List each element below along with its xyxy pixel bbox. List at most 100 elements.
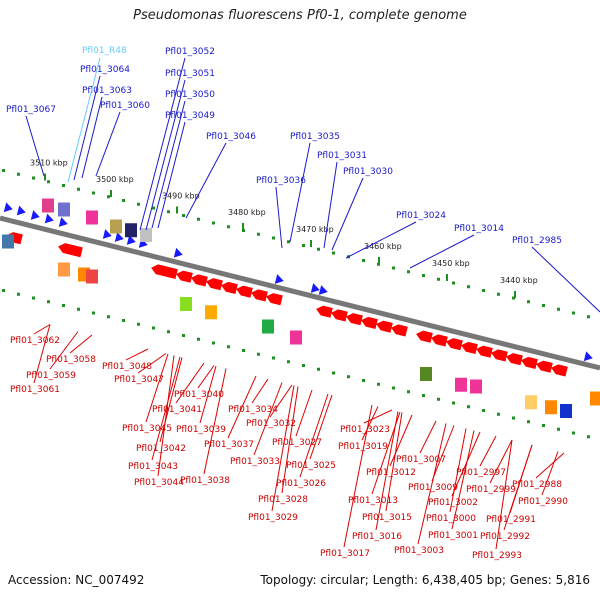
topology-label: Topology: circular; Length: 6,438,405 bp… [260, 573, 590, 587]
gene-leader-line [323, 161, 338, 249]
gene-label-reverse: Pfl01_3028 [258, 495, 308, 505]
gene-leader-line [449, 428, 467, 513]
tick-dot-lower [182, 334, 185, 337]
tick-dot-upper [557, 307, 560, 311]
tick-dot-lower [527, 420, 530, 424]
scale-tick-label: 3460 kbp [364, 242, 402, 251]
gene-leader-line [159, 357, 183, 443]
gene-leader-line [531, 246, 600, 313]
gene-leader-line [361, 406, 379, 441]
tick-dot-upper [167, 210, 170, 214]
reverse-gene-arrow [191, 274, 208, 287]
feature-block [455, 377, 467, 392]
gene-leader-line [479, 435, 497, 467]
gene-leader-line [281, 386, 299, 494]
gene-label-reverse: Pfl01_3038 [180, 476, 230, 486]
tick-dot-lower [242, 349, 245, 352]
feature-block [58, 262, 70, 277]
scale-tick-label: 3490 kbp [162, 192, 200, 201]
reverse-gene-arrow [221, 281, 238, 295]
tick-dot-upper [2, 169, 5, 172]
trna-leader-line [67, 57, 101, 183]
feature-block [205, 305, 217, 320]
tick-dot-lower [257, 352, 260, 356]
forward-gene-arrow [126, 235, 136, 245]
reverse-gene-arrow [346, 313, 363, 326]
reverse-gene-arrow [66, 245, 83, 258]
scale-tick-mark [176, 206, 178, 214]
gene-leader-line [139, 57, 186, 231]
gene-leader-line [251, 378, 269, 404]
tick-dot-lower [377, 382, 380, 386]
feature-block [420, 367, 432, 381]
reverse-gene-arrow [521, 356, 538, 370]
tick-dot-upper [542, 304, 545, 307]
gene-leader-line [309, 394, 333, 460]
tick-dot-upper [482, 289, 485, 292]
tick-dot-upper [302, 244, 305, 247]
tick-dot-upper [17, 172, 20, 176]
feature-block [290, 330, 302, 345]
tick-dot-upper [377, 262, 380, 266]
scale-tick-mark [44, 173, 46, 181]
tick-dot-upper [197, 217, 200, 221]
tick-dot-lower [557, 427, 560, 431]
reverse-gene-arrow [391, 324, 408, 337]
gene-label-reverse: Pfl01_2997 [456, 468, 506, 478]
gene-leader-line [199, 365, 217, 424]
gene-label-forward: Pfl01_3031 [317, 151, 367, 161]
tick-dot-upper [422, 274, 425, 277]
forward-gene-arrow [30, 210, 40, 220]
genome-backbone [0, 215, 600, 371]
scale-tick-label: 3470 kbp [296, 225, 334, 234]
reverse-gene-arrow [551, 364, 568, 377]
tick-dot-upper [182, 214, 185, 217]
gene-label-forward: Pfl01_3063 [82, 86, 132, 96]
feature-block [470, 379, 482, 394]
gene-label-reverse: Pfl01_3037 [204, 440, 254, 450]
gene-leader-line [389, 414, 413, 467]
tick-dot-upper [77, 187, 80, 191]
gene-label-forward: Pfl01_3030 [343, 167, 393, 177]
tick-dot-lower [572, 431, 575, 435]
gene-leader-line [125, 348, 149, 361]
gene-leader-line [417, 423, 447, 545]
tick-dot-lower [542, 424, 545, 427]
tick-dot-lower [407, 390, 410, 394]
gene-leader-line [73, 75, 101, 181]
forward-gene-arrow [102, 229, 112, 239]
tick-dot-lower [212, 341, 215, 345]
gene-leader-line [345, 221, 417, 259]
tick-dot-lower [452, 401, 455, 405]
reverse-gene-arrow [266, 293, 283, 306]
gene-leader-line [175, 362, 205, 404]
gene-leader-line [289, 142, 311, 243]
gene-leader-line [145, 79, 186, 231]
reverse-gene-arrow [536, 360, 553, 373]
tick-dot-lower [437, 397, 440, 401]
tick-dot-upper [572, 311, 575, 315]
gene-leader-line [269, 384, 293, 418]
tick-dot-lower [17, 292, 20, 296]
gene-label-reverse: Pfl01_2991 [486, 515, 536, 525]
scale-tick-mark [110, 190, 112, 197]
gene-label-forward: Pfl01_3051 [165, 69, 215, 79]
tick-dot-lower [62, 304, 65, 307]
gene-leader-line [151, 100, 186, 229]
tick-dot-upper [407, 270, 410, 274]
gene-label-reverse: Pfl01_3026 [276, 479, 326, 489]
gene-label-reverse: Pfl01_3033 [230, 457, 280, 467]
accession-label: Accession: NC_007492 [8, 573, 145, 587]
gene-label-reverse: Pfl01_3025 [286, 461, 336, 471]
forward-gene-arrow [274, 274, 284, 284]
gene-leader-line [137, 353, 167, 374]
gene-label-reverse: Pfl01_3027 [272, 438, 322, 448]
feature-block [86, 269, 98, 284]
tick-dot-upper [527, 300, 530, 304]
tick-dot-upper [287, 240, 290, 244]
feature-block [525, 395, 537, 410]
gene-leader-line [95, 111, 121, 177]
forward-gene-arrow [3, 202, 13, 213]
gene-label-forward: Pfl01_3049 [165, 111, 215, 121]
